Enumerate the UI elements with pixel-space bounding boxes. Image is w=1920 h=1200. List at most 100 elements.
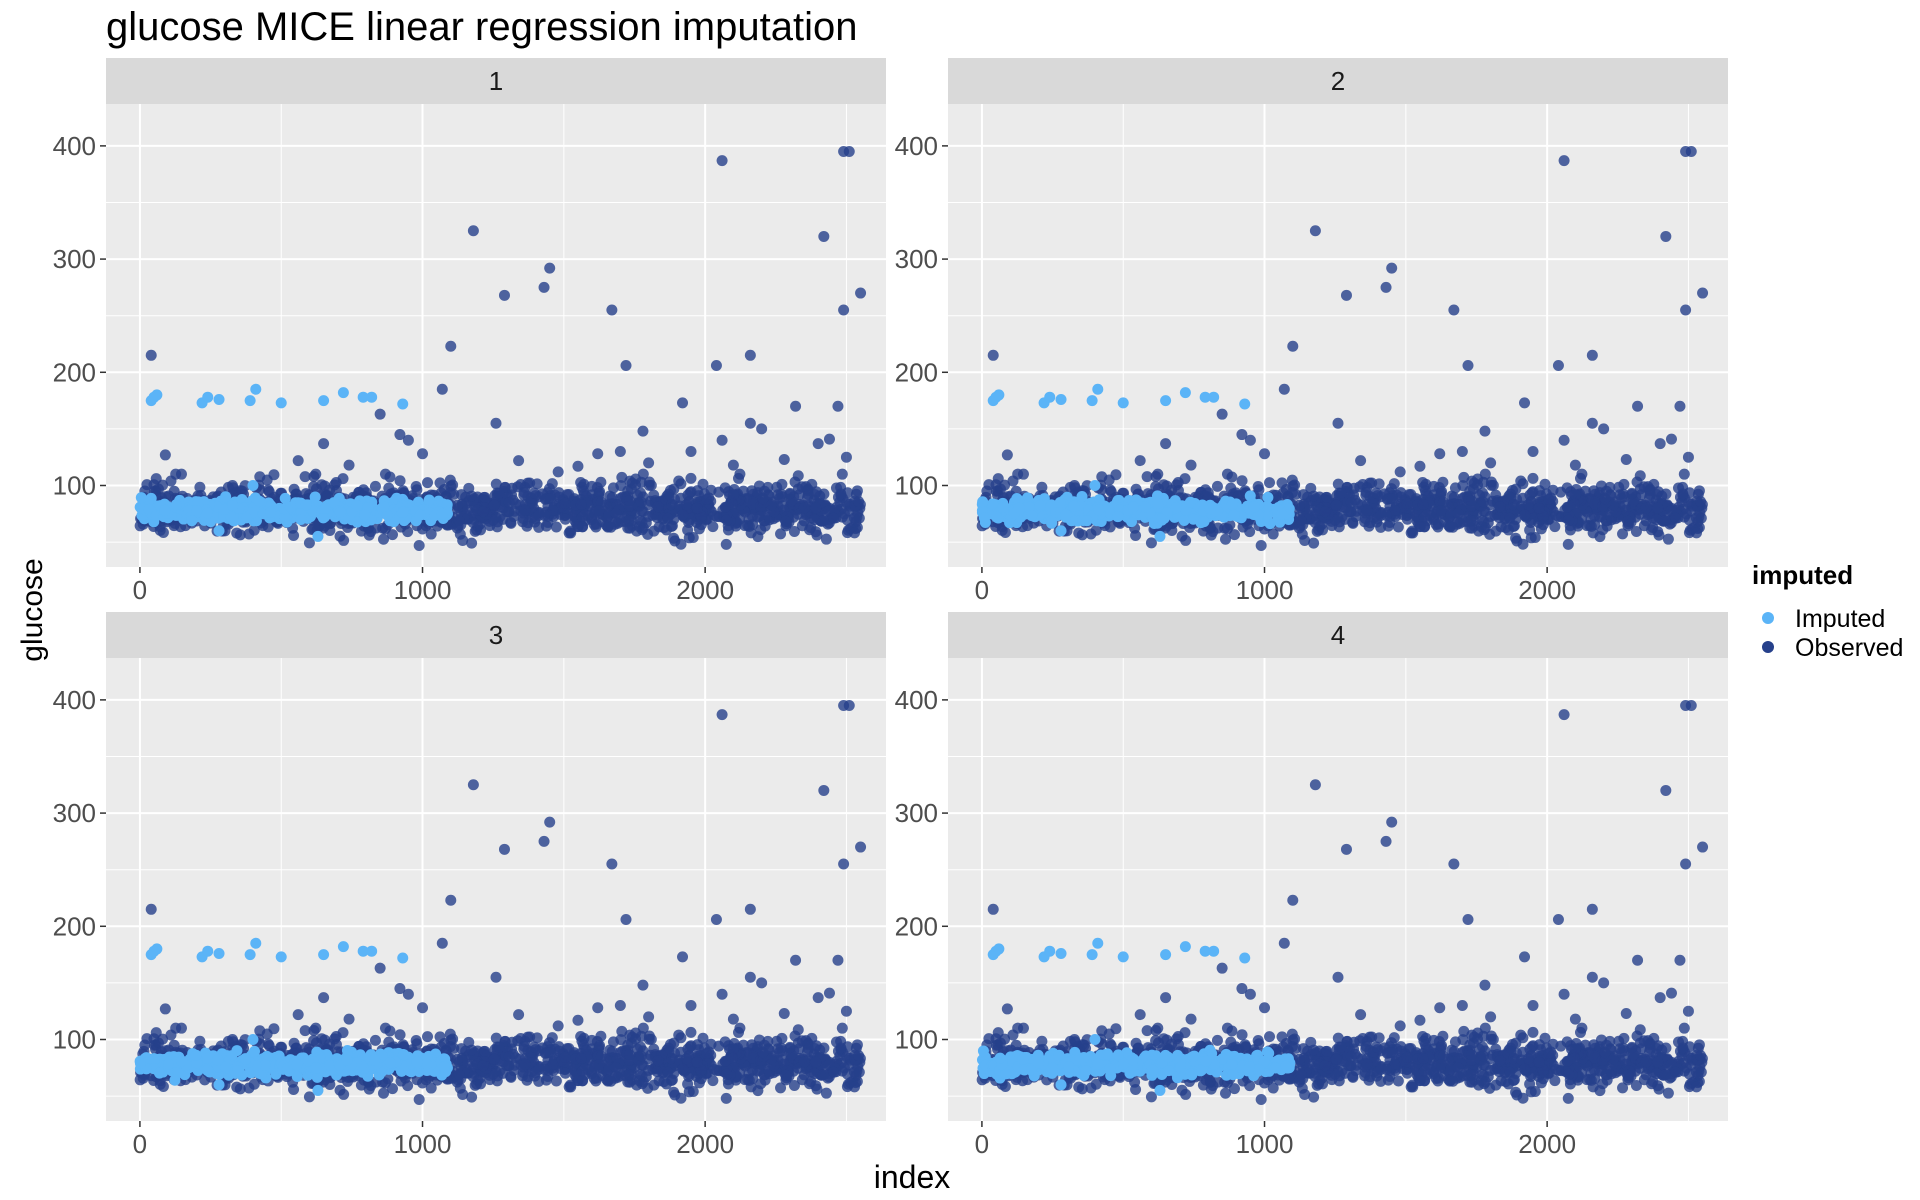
imputed-point — [397, 398, 409, 410]
observed-point — [820, 533, 832, 545]
observed-point — [490, 417, 502, 429]
x-tick-label: 0 — [133, 575, 147, 605]
observed-point — [716, 434, 728, 446]
observed-point — [1477, 496, 1489, 508]
imputed-point — [191, 505, 203, 517]
observed-point — [513, 455, 525, 467]
observed-point — [1626, 487, 1638, 499]
observed-point — [719, 482, 731, 494]
observed-point — [1654, 438, 1666, 450]
observed-point — [394, 429, 406, 441]
observed-point — [457, 534, 469, 546]
observed-point — [615, 480, 627, 492]
observed-point — [310, 1022, 322, 1034]
observed-point — [1640, 515, 1652, 527]
observed-point — [1171, 479, 1183, 491]
observed-point — [1309, 225, 1321, 237]
observed-point — [784, 1041, 796, 1053]
observed-point — [835, 488, 847, 500]
observed-point — [1527, 472, 1539, 484]
observed-point — [1221, 468, 1233, 480]
observed-point — [726, 498, 738, 510]
imputed-point — [186, 515, 198, 527]
observed-point — [1330, 499, 1342, 511]
observed-point — [604, 1044, 616, 1056]
observed-point — [338, 534, 350, 546]
imputed-point — [1239, 398, 1251, 410]
x-tick-label: 0 — [975, 575, 989, 605]
observed-point — [720, 1092, 732, 1104]
observed-point — [453, 515, 465, 527]
observed-point — [466, 490, 478, 502]
observed-point — [292, 455, 304, 467]
observed-point — [757, 493, 769, 505]
observed-point — [378, 1087, 390, 1099]
observed-point — [1221, 523, 1233, 535]
observed-point — [992, 473, 1004, 485]
observed-point — [318, 438, 330, 450]
observed-point — [636, 505, 648, 517]
observed-point — [788, 525, 800, 537]
imputed-point — [977, 496, 989, 508]
observed-point — [150, 473, 162, 485]
observed-point — [708, 510, 720, 522]
observed-point — [707, 521, 719, 533]
observed-point — [422, 1031, 434, 1043]
imputed-point — [135, 492, 147, 504]
observed-point — [410, 480, 422, 492]
observed-point — [1259, 448, 1271, 460]
observed-point — [1539, 478, 1551, 490]
imputed-point — [423, 494, 435, 506]
observed-point — [1504, 512, 1516, 524]
observed-point — [1160, 438, 1172, 450]
observed-point — [1185, 459, 1197, 471]
observed-point — [1456, 446, 1468, 458]
observed-point — [1638, 481, 1650, 493]
observed-point — [363, 529, 375, 541]
imputed-point — [247, 479, 259, 491]
observed-point — [1430, 519, 1442, 531]
observed-point — [762, 481, 774, 493]
observed-point — [1682, 451, 1694, 463]
observed-point — [643, 476, 655, 488]
observed-point — [620, 359, 632, 371]
observed-point — [818, 488, 830, 500]
observed-point — [154, 524, 166, 536]
imputed-point — [1198, 516, 1210, 528]
observed-point — [1336, 511, 1348, 523]
observed-point — [493, 487, 505, 499]
observed-point — [1659, 515, 1671, 527]
observed-point — [823, 433, 835, 445]
observed-point — [1319, 506, 1331, 518]
imputed-point — [170, 499, 182, 511]
observed-point — [413, 1094, 425, 1106]
observed-point — [395, 1075, 407, 1087]
observed-point — [329, 479, 341, 491]
observed-point — [444, 474, 456, 486]
observed-point — [1446, 490, 1458, 502]
observed-point — [1640, 502, 1652, 514]
observed-point — [467, 1071, 479, 1083]
observed-point — [466, 1091, 478, 1103]
imputed-point — [1208, 391, 1220, 403]
observed-point — [788, 1079, 800, 1091]
imputed-point — [1026, 510, 1038, 522]
observed-point — [1401, 497, 1413, 509]
observed-point — [374, 408, 386, 420]
observed-point — [798, 1069, 810, 1081]
observed-point — [519, 504, 531, 516]
observed-point — [360, 487, 372, 499]
observed-point — [303, 537, 315, 549]
imputed-point — [397, 506, 409, 518]
observed-point — [288, 483, 300, 495]
observed-point — [1517, 492, 1529, 504]
observed-point — [575, 498, 587, 510]
observed-point — [1569, 459, 1581, 471]
observed-point — [1401, 513, 1413, 525]
observed-point — [697, 478, 709, 490]
observed-point — [594, 486, 606, 498]
observed-point — [810, 502, 822, 514]
observed-point — [1381, 509, 1393, 521]
